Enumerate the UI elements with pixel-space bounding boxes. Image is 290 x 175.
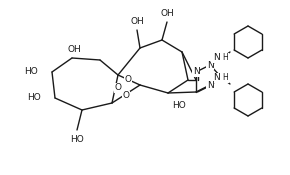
Text: HO: HO (70, 135, 84, 145)
Text: N: N (214, 74, 220, 82)
Text: N: N (214, 54, 220, 62)
Text: N: N (193, 68, 200, 76)
Text: N: N (206, 80, 213, 89)
Text: H: H (222, 74, 228, 82)
Text: OH: OH (130, 18, 144, 26)
Text: OH: OH (67, 46, 81, 54)
Text: O: O (122, 92, 130, 100)
Text: O: O (124, 75, 131, 85)
Text: HO: HO (27, 93, 41, 103)
Text: HO: HO (172, 100, 186, 110)
Text: N: N (206, 61, 213, 69)
Text: H: H (222, 54, 228, 62)
Text: O: O (115, 83, 122, 93)
Text: HO: HO (24, 68, 38, 76)
Text: OH: OH (160, 9, 174, 19)
